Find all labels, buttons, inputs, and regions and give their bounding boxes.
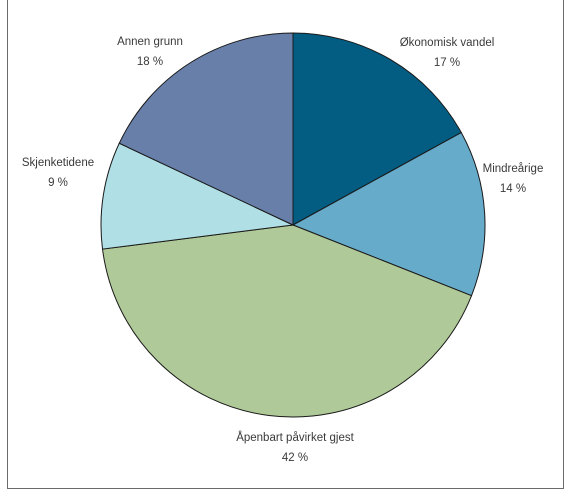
slice-label: Mindreårige <box>483 163 544 175</box>
pie-labels: Økonomisk vandel 17 % Mindreårige 14 % Åpenb… <box>22 36 543 464</box>
slice-label: Annen grunn <box>117 36 183 48</box>
pie-slice-3 <box>101 224 473 418</box>
slice-label: Skjenketidene <box>22 157 94 169</box>
slice-value-label: 17 % <box>434 57 460 69</box>
slice-label: Åpenbart påvirket gjest <box>236 431 354 444</box>
slice-value-label: 9 % <box>48 177 68 189</box>
slice-value-label: 18 % <box>137 56 163 68</box>
pie-slice-1 <box>292 32 462 226</box>
slice-value-label: 14 % <box>500 183 526 195</box>
pie-slice-2 <box>291 131 486 297</box>
pie-slices <box>100 32 486 418</box>
pie-slice-4 <box>100 142 295 250</box>
pie-slice-5 <box>118 32 294 226</box>
slice-value-label: 42 % <box>282 452 308 464</box>
slice-label: Økonomisk vandel <box>400 37 495 49</box>
